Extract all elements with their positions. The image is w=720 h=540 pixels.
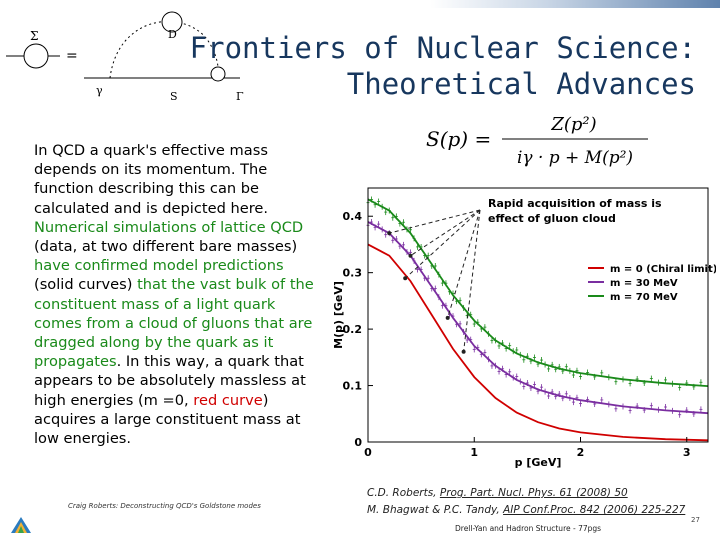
gluon-propagator-blob: [161, 11, 183, 33]
footer-author: Craig Roberts: Deconstructing QCD's Gold…: [68, 502, 261, 510]
self-energy-blob: [23, 43, 49, 69]
D-label: D: [168, 28, 177, 41]
ref1-link[interactable]: Prog. Part. Nucl. Phys. 61 (2008) 50: [439, 487, 628, 499]
annotation-arrow: [463, 209, 481, 352]
slide-title: Frontiers of Nuclear Science: Theoretica…: [190, 30, 696, 102]
annotation-line-1: Rapid acquisition of mass is: [488, 197, 662, 210]
y-axis-label: M(p) [GeV]: [332, 281, 345, 349]
y-tick-label: 0.4: [343, 210, 363, 223]
series-line: [367, 243, 709, 442]
gluon-loop: [109, 21, 219, 79]
feynman-diagram: Σ = D γ S Γ: [6, 11, 244, 103]
ref1-author: C.D. Roberts,: [367, 487, 440, 499]
body-segment: In QCD a quark's effective mass depends …: [34, 142, 268, 217]
x-tick-label: 3: [683, 446, 691, 459]
body-segment-green: Numerical simulations of lattice QCD: [34, 218, 304, 236]
legend-label: m = 70 MeV: [610, 292, 678, 303]
x-tick-label: 2: [577, 446, 585, 459]
annotation-arrow-head: [461, 349, 466, 354]
x-tick-label: 1: [470, 446, 478, 459]
annotation-arrow: [447, 209, 481, 318]
legend-label: m = 30 MeV: [610, 278, 678, 289]
formula-denominator: iγ · p + M(p²): [517, 148, 633, 168]
annotation-box: [480, 190, 640, 230]
legend-label: m = 0 (Chiral limit): [610, 264, 716, 275]
institution-logo-icon: [11, 517, 31, 533]
annotation-arrow: [389, 209, 481, 234]
y-tick-label: 0.1: [343, 380, 363, 393]
footer-event: Drell-Yan and Hadron Structure - 77pgs: [455, 524, 602, 533]
equals-sign: =: [66, 48, 78, 64]
body-segment: (data, at two different bare masses): [34, 238, 298, 256]
gamma-label: γ: [96, 84, 103, 97]
body-segment: ) acquires a large constituent mass at l…: [34, 391, 301, 448]
body-segment-red: red curve: [193, 391, 263, 409]
body-segment: . In this way, a quark that appears to b…: [34, 353, 306, 409]
x-axis-label: p [GeV]: [515, 456, 562, 469]
page-number: 27: [691, 516, 700, 524]
propagator-formula: S(p) = Z(p²) iγ · p + M(p²): [426, 114, 648, 168]
x-tick-label: 0: [364, 446, 372, 459]
annotation-line-2: effect of gluon cloud: [488, 212, 616, 225]
y-tick-label: 0.2: [343, 323, 363, 336]
header-gradient-bar: [430, 0, 720, 8]
y-tick-label: 0.3: [343, 267, 363, 280]
formula-numerator: Z(p²): [550, 114, 596, 135]
title-line-1: Frontiers of Nuclear Science:: [189, 31, 696, 65]
ref2-author: M. Bhagwat & P.C. Tandy,: [367, 504, 504, 516]
body-segment-green: have confirmed model predictions: [34, 257, 284, 275]
annotation-arrow: [404, 209, 481, 279]
references: C.D. Roberts, Prog. Part. Nucl. Phys. 61…: [367, 485, 685, 519]
vertex-blob: [210, 66, 226, 82]
ref2-link[interactable]: AIP Conf.Proc. 842 (2006) 225-227: [503, 504, 686, 516]
title-line-2: Theoretical Advances: [346, 67, 696, 101]
sigma-label: Σ: [30, 29, 38, 43]
body-paragraph: In QCD a quark's effective mass depends …: [34, 141, 316, 448]
Gamma-label: Γ: [236, 90, 244, 103]
formula-lhs: S(p) =: [426, 127, 491, 151]
annotation-arrow-head: [403, 276, 408, 281]
body-segment-green: that the vast bulk of the constituent ma…: [34, 276, 314, 371]
annotation-arrow-head: [408, 253, 413, 258]
mass-function-chart: 0 0.1 0.2 0.3 0.4 0 1 2 3 p [GeV] M(p) [GeV] Rapid…: [330, 180, 716, 470]
body-segment: (solid curves): [34, 276, 138, 294]
plot-frame: [367, 187, 709, 443]
S-label: S: [170, 90, 178, 103]
y-tick-label: 0: [354, 436, 362, 449]
annotation-arrow-head: [387, 231, 392, 236]
annotation-arrow-head: [445, 315, 450, 320]
